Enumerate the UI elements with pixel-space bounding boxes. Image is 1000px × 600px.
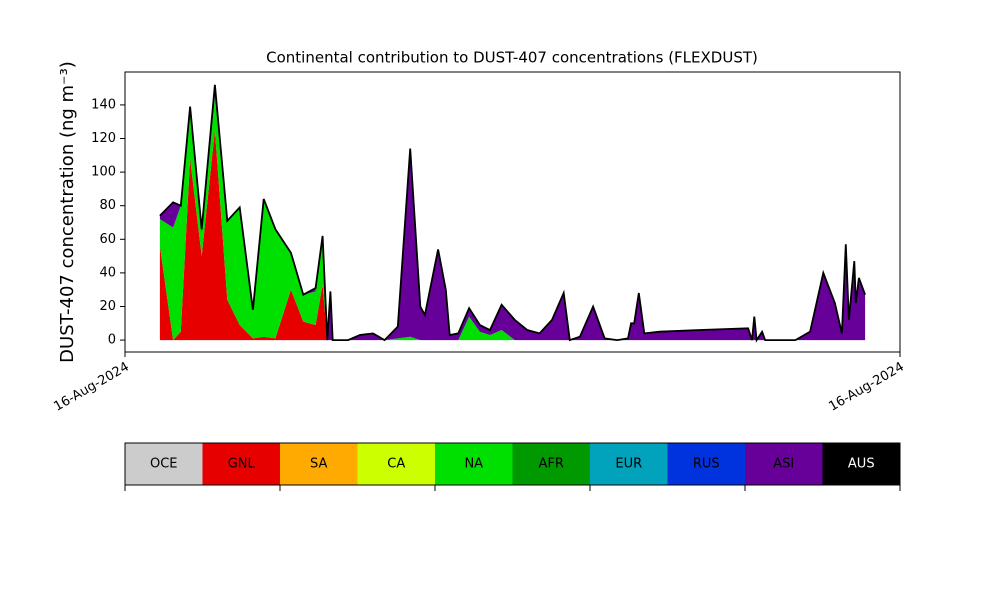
colorbar-cell [280, 443, 358, 485]
colorbar-cell [512, 443, 590, 485]
colorbar-ticks [124, 485, 901, 491]
colorbar-label: RUS [693, 457, 720, 472]
y-tick-label: 80 [99, 198, 116, 213]
colorbar-cell [822, 443, 900, 485]
colorbar-label: OCE [150, 457, 178, 472]
y-axis-label: DUST-407 concentration (ng m⁻³) [57, 61, 78, 363]
colorbar-label: AFR [539, 457, 564, 472]
total-outline [159, 84, 866, 343]
colorbar-label: CA [387, 457, 405, 472]
y-tick-label: 0 [108, 333, 116, 348]
colorbar-label: EUR [615, 457, 642, 472]
colorbar-label: AUS [848, 457, 875, 472]
y-tick-label: 60 [99, 232, 116, 247]
y-tick-label: 100 [91, 165, 116, 180]
colorbar-cell [435, 443, 513, 485]
colorbar-label: NA [464, 457, 483, 472]
colorbar-label: GNL [228, 457, 256, 472]
area-na [159, 96, 866, 341]
plot-area [159, 84, 866, 343]
colorbar-frame [124, 442, 901, 486]
area-gnl [159, 130, 866, 341]
chart-title: Continental contribution to DUST-407 con… [266, 49, 758, 67]
colorbar-label: ASI [773, 457, 794, 472]
x-tick-label: 16-Aug-2024 [826, 360, 906, 415]
colorbar-cell [202, 443, 280, 485]
colorbar: OCE GNL SA CA NA AFR EUR RUS ASI AUS [125, 443, 900, 485]
colorbar-cell [745, 443, 823, 485]
colorbar-cell [125, 443, 203, 485]
y-tick-label: 120 [91, 131, 116, 146]
y-tick-label: 20 [99, 299, 116, 314]
colorbar-cell [590, 443, 668, 485]
plot-frame [124, 71, 901, 353]
x-tick-label: 16-Aug-2024 [51, 360, 131, 415]
colorbar-cell [667, 443, 745, 485]
y-tick-label: 140 [91, 97, 116, 112]
colorbar-cell [357, 443, 435, 485]
y-tick-label: 40 [99, 265, 116, 280]
colorbar-label: SA [310, 457, 327, 472]
